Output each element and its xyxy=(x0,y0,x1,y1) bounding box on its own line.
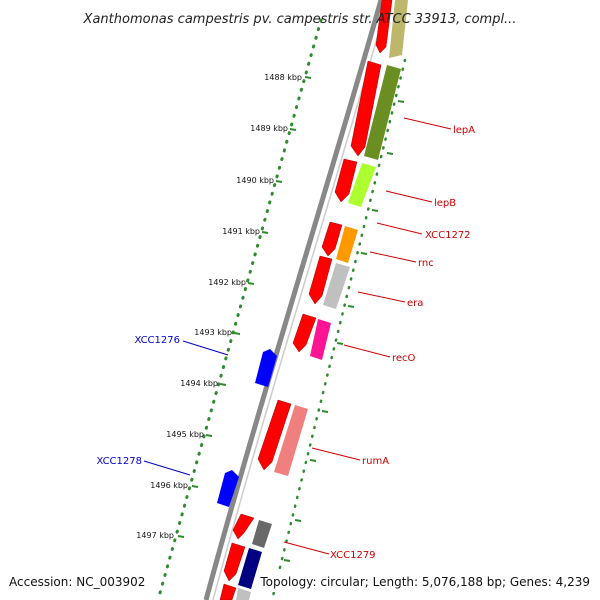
cds-arrow-era[interactable] xyxy=(292,313,317,353)
tick-label: 1491 kbp xyxy=(222,227,260,236)
tick-label: 1496 kbp xyxy=(150,481,188,490)
cds-arrow-XCC1276[interactable] xyxy=(255,349,277,387)
cog-block-lepA[interactable] xyxy=(364,65,401,160)
cds-arrow[interactable] xyxy=(219,583,237,600)
cog-block-rnc[interactable] xyxy=(323,263,350,309)
cog-track xyxy=(236,0,408,600)
tick-label: 1495 kbp xyxy=(166,430,204,439)
cog-block-XCC1279[interactable] xyxy=(252,520,272,548)
map-title: Xanthomonas campestris pv. campestris st… xyxy=(83,12,517,27)
gene-label-era[interactable]: era xyxy=(407,298,423,309)
ruler-dotted-line xyxy=(156,18,323,600)
cog-block-XCC1272[interactable] xyxy=(336,226,358,263)
accession-text: Accession: NC_003902 xyxy=(9,575,145,589)
cds-arrow[interactable] xyxy=(375,0,393,54)
genome-backbone xyxy=(203,0,384,600)
summary-text: Topology: circular; Length: 5,076,188 bp… xyxy=(259,575,590,589)
cog-block[interactable] xyxy=(238,548,262,589)
gene-label-recO[interactable]: recO xyxy=(392,353,416,364)
cog-block[interactable] xyxy=(389,0,408,58)
tick-label: 1489 kbp xyxy=(250,124,288,133)
cog-block[interactable] xyxy=(236,588,251,600)
footer-right-bg xyxy=(258,570,596,592)
tick-label: 1497 kbp xyxy=(136,531,174,540)
right-gene-labels: lepA lepB XCC1272 rnc era recO rumA XCC1… xyxy=(330,125,475,561)
inner-track-ticks xyxy=(283,100,405,562)
reverse-cds-track xyxy=(217,349,277,507)
cds-arrow-XCC1272[interactable] xyxy=(321,221,343,257)
cog-block-rumA[interactable] xyxy=(274,405,308,476)
left-gene-labels: XCC1276 XCC1278 xyxy=(96,335,180,467)
gene-label-lepA[interactable]: lepA xyxy=(453,125,475,136)
gene-label-rumA[interactable]: rumA xyxy=(362,456,389,467)
ruler-tick-labels: 1488 kbp 1489 kbp 1490 kbp 1491 kbp 1492… xyxy=(136,73,302,540)
tick-label: 1492 kbp xyxy=(208,278,246,287)
tick-label: 1488 kbp xyxy=(264,73,302,82)
cds-arrow-XCC1279[interactable] xyxy=(232,513,255,540)
cds-arrow-XCC1278[interactable] xyxy=(217,470,239,507)
gene-label-XCC1279[interactable]: XCC1279 xyxy=(330,550,376,561)
cog-block-recO[interactable] xyxy=(310,319,331,360)
gene-label-XCC1278[interactable]: XCC1278 xyxy=(96,456,142,467)
tick-label: 1490 kbp xyxy=(236,176,274,185)
ruler-major-ticks xyxy=(177,76,312,538)
inner-dotted-line xyxy=(270,58,407,600)
gene-label-XCC1272[interactable]: XCC1272 xyxy=(425,230,471,241)
forward-cds-track xyxy=(219,0,393,600)
cds-arrow-rumA[interactable] xyxy=(257,399,292,471)
right-leader-lines xyxy=(283,117,452,555)
tick-label: 1493 kbp xyxy=(194,328,232,337)
gene-label-XCC1276[interactable]: XCC1276 xyxy=(134,335,180,346)
cds-arrow-lepB[interactable] xyxy=(334,158,358,203)
gene-label-lepB[interactable]: lepB xyxy=(434,198,456,209)
left-leader-lines xyxy=(143,340,229,476)
tick-label: 1494 kbp xyxy=(180,379,218,388)
gene-label-rnc[interactable]: rnc xyxy=(418,258,434,269)
footer-left-bg xyxy=(4,570,144,592)
cds-arrow-lepA[interactable] xyxy=(350,60,382,157)
cds-arrow[interactable] xyxy=(223,542,246,582)
cog-block-lepB[interactable] xyxy=(348,163,376,207)
cds-arrow-rnc[interactable] xyxy=(308,255,333,305)
